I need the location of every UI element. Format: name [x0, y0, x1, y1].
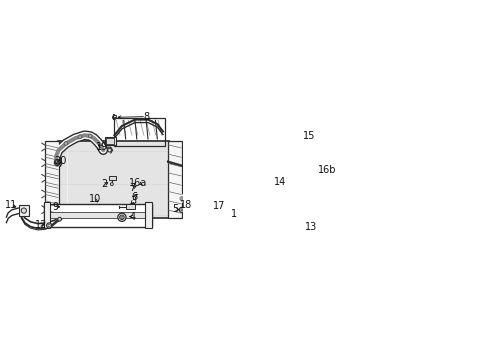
Bar [43, 204, 151, 226]
Circle shape [308, 179, 313, 184]
Circle shape [121, 216, 123, 219]
Text: 6: 6 [131, 192, 137, 202]
Text: 15: 15 [302, 131, 314, 141]
Circle shape [78, 135, 81, 139]
Circle shape [46, 223, 52, 228]
Circle shape [187, 196, 194, 203]
Circle shape [118, 213, 126, 221]
Bar [44, 141, 59, 218]
Circle shape [120, 215, 124, 220]
Bar [43, 202, 50, 229]
Circle shape [317, 168, 323, 173]
Text: 14: 14 [273, 177, 285, 187]
Text: 20: 20 [54, 156, 66, 166]
Text: 16b: 16b [317, 165, 336, 175]
Text: 16a: 16a [128, 177, 147, 188]
Circle shape [64, 141, 68, 145]
Circle shape [58, 217, 61, 221]
Bar [183, 209, 203, 219]
Circle shape [279, 171, 285, 177]
Circle shape [179, 207, 184, 212]
Text: 17: 17 [212, 201, 224, 211]
Circle shape [112, 116, 116, 119]
Text: 10: 10 [88, 194, 101, 204]
Bar [125, 204, 135, 210]
Text: 8: 8 [143, 112, 149, 122]
Circle shape [312, 137, 317, 142]
Circle shape [110, 183, 113, 186]
Text: 2: 2 [101, 180, 107, 189]
Circle shape [107, 148, 111, 152]
Text: 5: 5 [172, 204, 178, 214]
Bar [298, 183, 324, 220]
Circle shape [181, 209, 183, 211]
Circle shape [48, 224, 50, 226]
Circle shape [56, 161, 59, 164]
Circle shape [88, 134, 92, 138]
Bar [167, 141, 182, 218]
Circle shape [306, 177, 315, 186]
Circle shape [308, 219, 313, 223]
Circle shape [319, 170, 321, 172]
Bar [45, 212, 149, 219]
Circle shape [185, 172, 188, 174]
Text: 11: 11 [5, 201, 17, 210]
Bar [109, 176, 115, 180]
Text: 13: 13 [305, 222, 317, 231]
Circle shape [54, 159, 60, 166]
Bar [145, 202, 151, 229]
Circle shape [188, 197, 193, 202]
Circle shape [313, 138, 316, 141]
Text: 1: 1 [230, 208, 236, 219]
Text: 4: 4 [130, 212, 136, 221]
Circle shape [21, 208, 26, 213]
Bar [106, 138, 114, 144]
Bar [59, 141, 168, 219]
Text: 9: 9 [53, 202, 59, 212]
Text: 19: 19 [96, 142, 108, 152]
Bar [19, 205, 29, 216]
Circle shape [280, 172, 283, 175]
Circle shape [206, 207, 209, 211]
Text: 12: 12 [35, 220, 47, 230]
Bar [105, 137, 115, 145]
Text: 7: 7 [128, 183, 135, 193]
Text: 3: 3 [130, 196, 136, 206]
Text: 18: 18 [180, 199, 192, 210]
Bar [112, 115, 116, 117]
Bar [114, 118, 164, 147]
Circle shape [184, 171, 189, 176]
